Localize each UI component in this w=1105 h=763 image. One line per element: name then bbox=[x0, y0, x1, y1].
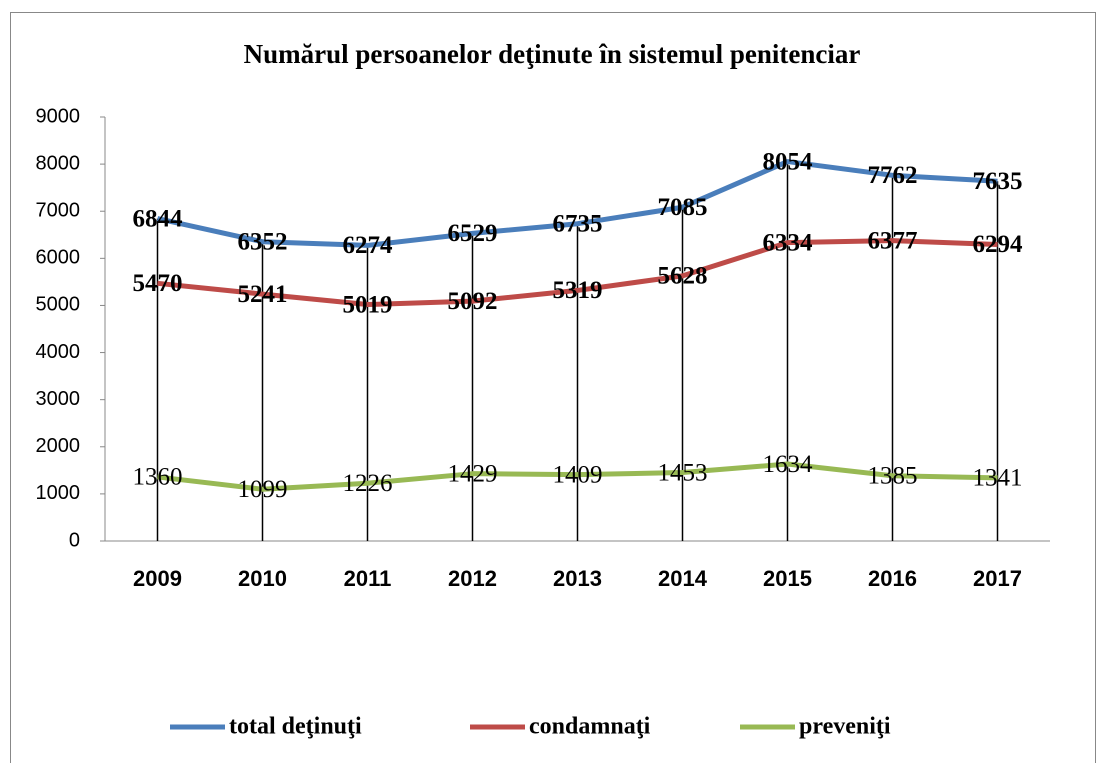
x-tick-label: 2014 bbox=[658, 566, 708, 591]
data-label: 6352 bbox=[238, 228, 288, 255]
x-tick-label: 2009 bbox=[133, 566, 182, 591]
data-label: 1634 bbox=[763, 451, 814, 478]
data-label: 1360 bbox=[133, 464, 183, 491]
series-line bbox=[157, 461, 998, 492]
y-tick-label: 1000 bbox=[36, 482, 81, 504]
data-label: 1385 bbox=[868, 462, 918, 489]
y-tick-label: 6000 bbox=[36, 247, 81, 269]
data-label: 1226 bbox=[343, 470, 393, 497]
data-label: 8054 bbox=[763, 148, 814, 175]
y-tick-label: 4000 bbox=[36, 341, 81, 363]
x-tick-label: 2012 bbox=[448, 566, 497, 591]
data-label: 6274 bbox=[343, 232, 394, 259]
data-label: 5092 bbox=[448, 288, 498, 315]
data-label: 1453 bbox=[658, 459, 708, 486]
data-label: 7085 bbox=[658, 194, 708, 221]
legend-label: condamnaţi bbox=[529, 714, 651, 740]
data-label: 7762 bbox=[868, 162, 918, 189]
y-tick-label: 5000 bbox=[36, 294, 81, 316]
y-tick-label: 0 bbox=[69, 529, 80, 551]
y-tick-label: 7000 bbox=[36, 200, 81, 222]
x-tick-label: 2010 bbox=[238, 566, 287, 591]
data-label: 6529 bbox=[448, 220, 498, 247]
legend-label: preveniţi bbox=[799, 714, 891, 740]
data-label: 6844 bbox=[133, 205, 184, 232]
data-label: 6377 bbox=[868, 227, 918, 254]
data-label: 1429 bbox=[448, 460, 498, 487]
y-tick-label: 3000 bbox=[36, 388, 81, 410]
x-tick-label: 2015 bbox=[763, 566, 812, 591]
data-label: 7635 bbox=[973, 168, 1023, 195]
data-label: 1341 bbox=[973, 465, 1023, 492]
legend-label: total deţinuţi bbox=[229, 714, 362, 740]
data-label: 1099 bbox=[238, 476, 288, 503]
series-line bbox=[156, 159, 998, 248]
data-label: 5470 bbox=[133, 270, 183, 297]
y-tick-label: 8000 bbox=[36, 152, 81, 174]
data-label: 6334 bbox=[763, 229, 814, 256]
x-tick-label: 2017 bbox=[973, 566, 1022, 591]
y-tick-label: 9000 bbox=[36, 105, 81, 127]
data-label: 5241 bbox=[238, 281, 288, 308]
data-label: 5319 bbox=[553, 277, 603, 304]
data-label: 6735 bbox=[553, 210, 603, 237]
data-label: 1409 bbox=[553, 461, 603, 488]
chart-title: Numărul persoanelor deţinute în sistemul… bbox=[244, 39, 861, 69]
x-tick-label: 2011 bbox=[344, 566, 392, 591]
series-line bbox=[157, 238, 998, 308]
data-label: 6294 bbox=[973, 231, 1024, 258]
chart-border bbox=[10, 12, 1096, 763]
data-label: 5628 bbox=[658, 263, 708, 290]
y-tick-label: 2000 bbox=[36, 435, 81, 457]
data-label: 5019 bbox=[343, 291, 393, 318]
x-tick-label: 2016 bbox=[868, 566, 917, 591]
x-tick-label: 2013 bbox=[553, 566, 602, 591]
